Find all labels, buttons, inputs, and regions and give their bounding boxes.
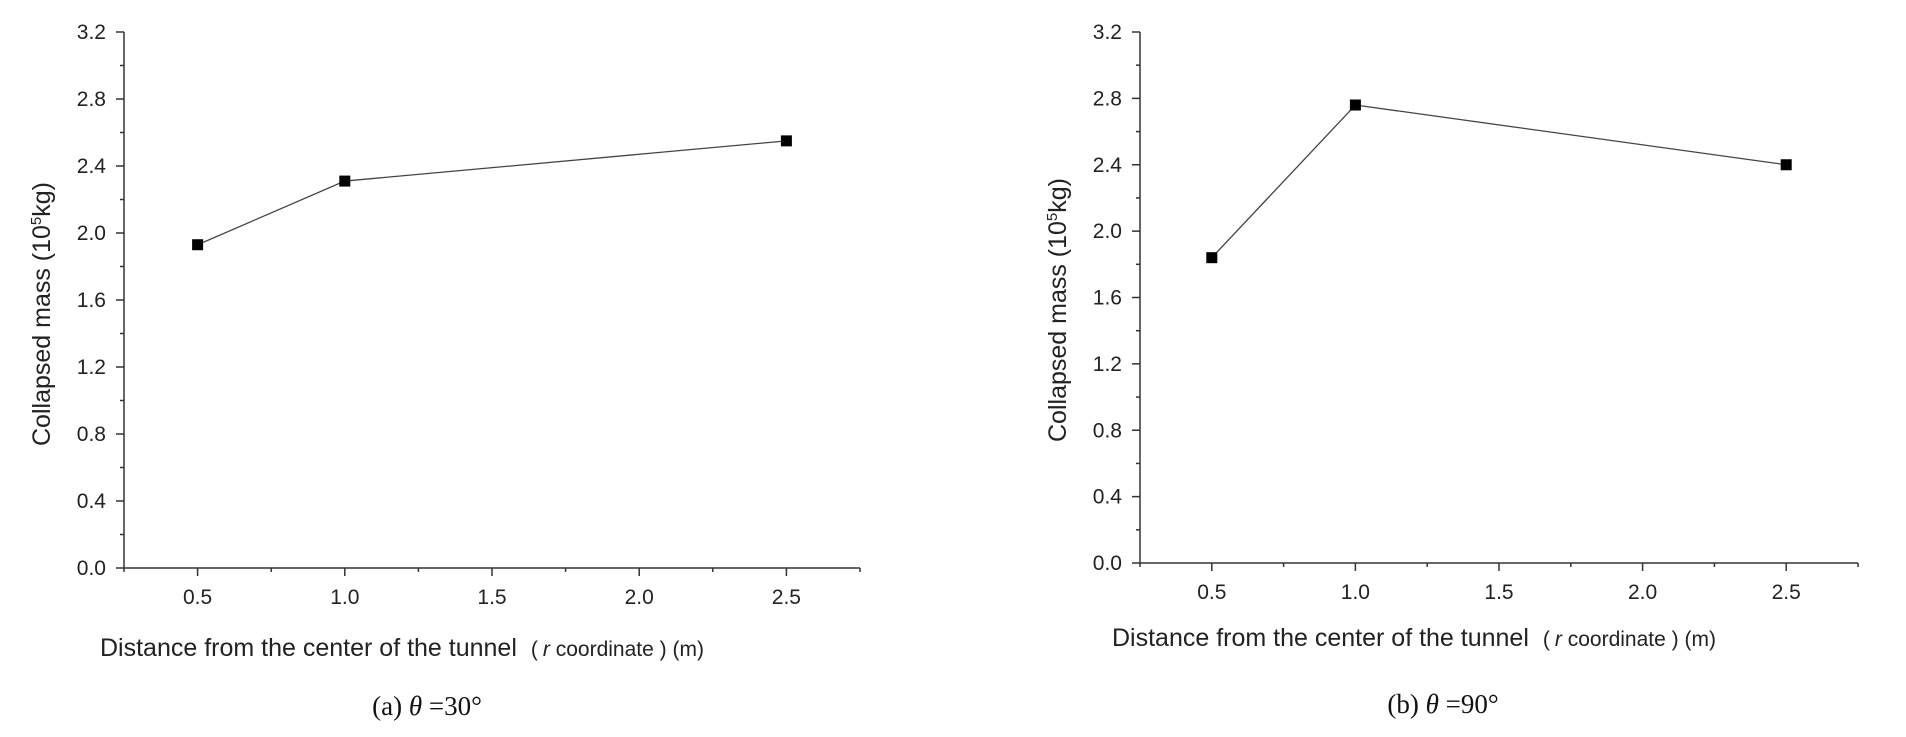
x-tick-label: 1.0 xyxy=(330,586,359,609)
chart-panel-a: Collapsed mass (105kg) Distance from the… xyxy=(28,21,861,721)
x-tick-label: 0.5 xyxy=(1197,581,1226,604)
y-tick-label: 0.0 xyxy=(77,557,106,580)
y-tick-label: 1.2 xyxy=(77,356,106,379)
data-point-marker xyxy=(339,175,351,187)
x-tick-label: 2.0 xyxy=(1628,581,1657,604)
y-tick-label: 0.8 xyxy=(77,423,106,446)
data-point-marker xyxy=(1206,252,1218,264)
x-axis-title: Distance from the center of the tunnel(r… xyxy=(100,634,704,662)
y-tick-label: 0.0 xyxy=(1093,552,1122,575)
y-axis-title: Collapsed mass (105kg) xyxy=(28,182,56,446)
y-tick-label: 2.4 xyxy=(77,155,107,178)
data-point-marker xyxy=(780,135,792,147)
panel-caption: (b) θ =90° xyxy=(1387,689,1498,719)
series-line xyxy=(1211,104,1787,259)
x-tick-label: 1.5 xyxy=(477,586,506,609)
y-tick-label: 2.8 xyxy=(1093,87,1122,110)
data-point-marker xyxy=(1780,159,1792,171)
x-axis-title: Distance from the center of the tunnel(r… xyxy=(1112,624,1716,652)
x-tick-label: 1.0 xyxy=(1341,581,1370,604)
y-tick-label: 2.0 xyxy=(1093,220,1122,243)
y-tick-label: 2.0 xyxy=(77,222,106,245)
x-tick-label: 2.5 xyxy=(1772,581,1801,604)
y-tick-label: 0.8 xyxy=(1093,419,1122,442)
y-tick-label: 1.6 xyxy=(77,289,106,312)
y-axis-title: Collapsed mass (105kg) xyxy=(1044,178,1072,442)
y-tick-label: 1.6 xyxy=(1093,287,1122,310)
y-tick-label: 2.8 xyxy=(77,88,106,111)
x-tick-label: 2.5 xyxy=(772,586,801,609)
x-tick-label: 2.0 xyxy=(625,586,654,609)
y-tick-label: 2.4 xyxy=(1093,154,1123,177)
data-point-marker xyxy=(192,239,204,251)
y-tick-label: 1.2 xyxy=(1093,353,1122,376)
y-tick-label: 0.4 xyxy=(1093,486,1123,509)
series-line xyxy=(197,140,787,246)
chart-panel-b: Collapsed mass (105kg) Distance from the… xyxy=(1044,21,1859,719)
y-tick-label: 3.2 xyxy=(77,21,106,44)
panel-caption: (a) θ =30° xyxy=(372,691,482,721)
y-tick-label: 3.2 xyxy=(1093,21,1122,44)
y-tick-label: 0.4 xyxy=(77,490,107,513)
x-tick-label: 0.5 xyxy=(183,586,212,609)
data-point-marker xyxy=(1349,99,1361,111)
x-tick-label: 1.5 xyxy=(1484,581,1513,604)
